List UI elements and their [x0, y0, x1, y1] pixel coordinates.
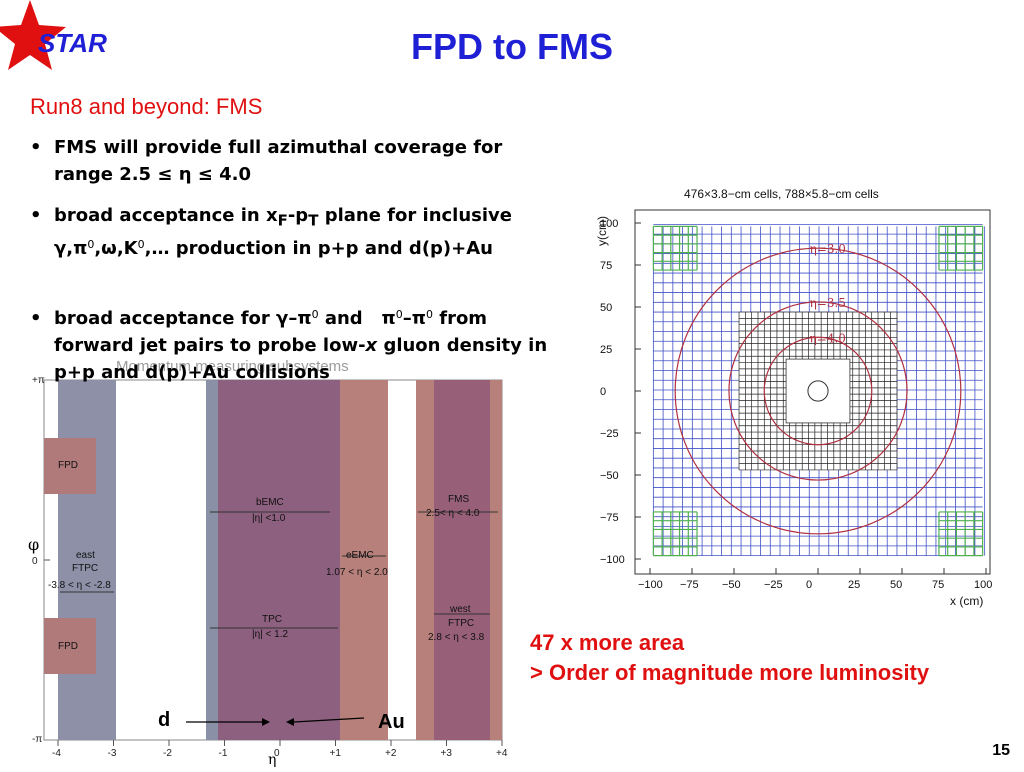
logo-text: STAR [38, 28, 107, 58]
eta-ring-label: η=4.0 [810, 331, 846, 345]
fms-x-tick: −75 [680, 579, 699, 591]
page-title: FPD to FMS [411, 26, 613, 67]
acceptance-figure: +π -π 0 φ η -4 -3 -2 -1 0 +1 +2 +3 +4 FPD FPD ea… [20, 358, 530, 768]
bemc-label: bEMC [256, 497, 284, 508]
beam-d-label: d [158, 709, 170, 731]
y-zero-label: 0 [32, 556, 38, 567]
bullet-dot: • [30, 137, 42, 158]
ftpc-west-label-1: west [449, 604, 471, 615]
ftpc-west-label-2: FTPC [448, 618, 474, 629]
fms-label: FMS [448, 494, 469, 505]
page-number: 15 [992, 742, 1010, 759]
fpd-lower-box [44, 618, 96, 674]
x-tick-label: +2 [385, 748, 397, 759]
fms-x-tick: −50 [722, 579, 741, 591]
fms-x-tick: 0 [806, 579, 812, 591]
tpc-band [218, 380, 344, 740]
x-tick-label: 0 [274, 748, 280, 759]
fpd-upper-box [44, 438, 96, 494]
ftpc-west-range: 2.8 < η < 3.8 [428, 632, 485, 643]
acceptance-plot: +π -π 0 φ η -4 -3 -2 -1 0 +1 +2 +3 +4 FPD FPD ea… [28, 375, 508, 768]
fms-ylabel: y(cm) [595, 216, 609, 246]
fms-top-caption: 476×3.8−cm cells, 788×5.8−cm cells [684, 187, 879, 201]
bemc-range: |η| <1.0 [252, 513, 286, 524]
bullet-item: • FMS will provide full azimuthal covera… [30, 134, 565, 188]
note-line-1: 47 x more area [530, 630, 685, 655]
eemc-label: eEMC [346, 550, 374, 561]
x-axis-symbol: η [268, 752, 276, 768]
eta-ring [674, 247, 962, 535]
x-tick-label: -1 [219, 748, 228, 759]
fms-xlabel: x (cm) [950, 594, 983, 608]
ftpc-west-band [434, 380, 490, 740]
bullet-dot: • [30, 205, 42, 226]
tpc-label: TPC [262, 614, 282, 625]
y-bottom-label: -π [32, 734, 42, 745]
red-star-icon [0, 0, 66, 70]
ftpc-east-label-2: FTPC [72, 563, 98, 574]
ftpc-east-label-1: east [76, 550, 95, 561]
x-tick-label: -2 [163, 748, 172, 759]
beam-au-label: Au [378, 711, 405, 733]
fms-x-tick: 50 [890, 579, 902, 591]
eta-ring-label: η=3.0 [810, 242, 846, 256]
fms-x-tick: 75 [932, 579, 944, 591]
fms-y-tick: −100 [600, 554, 625, 566]
y-axis-symbol: φ [28, 535, 39, 554]
y-top-label: +π [32, 375, 45, 386]
bullet-dot: • [30, 308, 42, 329]
fms-y-tick: −50 [600, 470, 619, 482]
fms-y-tick: 0 [600, 386, 606, 398]
eemc-range: 1.07 < η < 2.0 [326, 567, 388, 578]
fms-range: 2.5< η < 4.0 [426, 508, 480, 519]
fms-y-tick: 50 [600, 302, 612, 314]
eemc-band [340, 380, 388, 740]
bullet-text: FMS will provide full azimuthal coverage… [54, 137, 503, 185]
fms-cell-figure: 476×3.8−cm cells, 788×5.8−cm cells η=3.0… [580, 178, 1000, 610]
x-tick-label: -3 [108, 748, 117, 759]
fpd-lower-label: FPD [58, 641, 78, 652]
fms-y-tick: 75 [600, 260, 612, 272]
fms-y-tick: 25 [600, 344, 612, 356]
star-logo: STAR [0, 0, 107, 80]
section-subtitle: Run8 and beyond: FMS [30, 94, 263, 119]
fpd-upper-label: FPD [58, 460, 78, 471]
bullet-text: broad acceptance for γ–π0 and π0–π0 from… [54, 308, 548, 383]
fms-y-tick: −25 [600, 428, 619, 440]
fms-x-tick: 100 [974, 579, 992, 591]
fms-cell-map: 476×3.8−cm cells, 788×5.8−cm cells η=3.0… [580, 178, 1000, 610]
fms-y-tick: −75 [600, 512, 619, 524]
eta-ring [763, 336, 873, 446]
fms-x-tick: −100 [638, 579, 663, 591]
bullet-item: • broad acceptance in xF-pT plane for in… [30, 202, 565, 262]
fms-y-tick: 100 [600, 218, 618, 230]
bullet-text: broad acceptance in xF-pT plane for incl… [54, 205, 512, 259]
x-tick-label: +1 [330, 748, 342, 759]
eta-ring [728, 301, 908, 481]
fms-x-tick: −25 [764, 579, 783, 591]
x-tick-label: +3 [441, 748, 453, 759]
x-tick-label: -4 [52, 748, 61, 759]
bullet-item: • broad acceptance for γ–π0 and π0–π0 fr… [30, 305, 565, 386]
eta-ring-label: η=3.5 [810, 296, 846, 310]
fms-x-tick: 25 [848, 579, 860, 591]
tpc-range: |η| < 1.2 [252, 629, 288, 640]
note-line-2: > Order of magnitude more luminosity [530, 660, 930, 685]
ftpc-east-range: -3.8 < η < -2.8 [48, 580, 111, 591]
x-tick-label: +4 [496, 748, 508, 759]
overlay-caption: Momentum measuring subsystems [116, 358, 349, 375]
